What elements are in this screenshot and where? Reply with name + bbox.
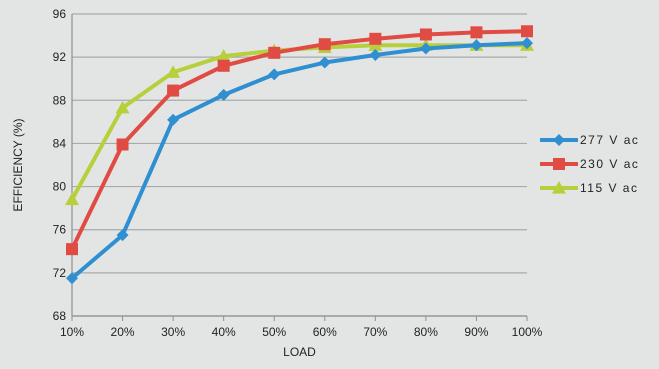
- data-point: [521, 37, 533, 50]
- x-tick-label: 100%: [512, 325, 543, 339]
- x-tick-label: 10%: [60, 325, 84, 339]
- x-tick-label: 90%: [464, 325, 488, 339]
- legend-label: 115 V ac: [580, 181, 638, 195]
- data-point: [217, 59, 230, 72]
- x-tick-label: 70%: [363, 325, 387, 339]
- data-point: [166, 65, 181, 78]
- x-tick-label: 20%: [111, 325, 135, 339]
- data-point: [116, 229, 129, 242]
- legend-marker: [553, 134, 565, 146]
- series-1: [66, 25, 533, 256]
- y-tick-label: 88: [53, 93, 67, 107]
- data-point: [268, 68, 281, 81]
- legend-item-1: 230 V ac: [540, 157, 639, 171]
- grid-layer: [72, 13, 527, 317]
- y-axis-title: EFFICIENCY (%): [11, 118, 25, 211]
- legend-marker: [553, 158, 565, 170]
- legend-item-2: 115 V ac: [540, 181, 638, 195]
- data-point: [115, 100, 130, 114]
- data-point: [66, 272, 78, 285]
- x-axis-title: LOAD: [283, 345, 316, 359]
- data-point: [419, 28, 432, 41]
- x-tick-label: 40%: [212, 325, 236, 339]
- data-point: [419, 42, 432, 55]
- series-0: [66, 37, 533, 285]
- series-layer: [65, 25, 534, 285]
- x-tick-label: 50%: [262, 325, 286, 339]
- y-tick-label: 96: [53, 7, 67, 21]
- y-tick-label: 76: [53, 223, 67, 237]
- data-point: [167, 84, 180, 97]
- data-point: [369, 48, 382, 61]
- data-point: [65, 192, 79, 206]
- data-point: [268, 46, 281, 59]
- legend-label: 277 V ac: [580, 133, 639, 147]
- data-point: [318, 56, 331, 69]
- axis-layer: 68 72 76 80 84 88 92 96 10% 20% 30% 40% 50% 60% 70% 80%…: [53, 7, 543, 339]
- x-tick-label: 30%: [161, 325, 185, 339]
- data-point: [470, 39, 483, 52]
- data-point: [167, 113, 180, 126]
- x-tick-label: 80%: [414, 325, 438, 339]
- y-tick-label: 72: [53, 266, 67, 280]
- legend: 277 V ac 230 V ac 115 V ac: [540, 133, 639, 195]
- data-point: [318, 38, 331, 51]
- data-point: [216, 49, 231, 62]
- data-point: [66, 243, 78, 256]
- data-point: [217, 88, 230, 101]
- data-point: [470, 26, 483, 39]
- y-tick-label: 84: [53, 136, 67, 150]
- data-point: [521, 25, 533, 38]
- series-2: [65, 38, 534, 206]
- legend-marker: [552, 181, 566, 194]
- data-point: [116, 138, 129, 151]
- y-tick-label: 92: [53, 50, 67, 64]
- x-tick-label: 60%: [313, 325, 337, 339]
- data-point: [369, 32, 382, 45]
- y-tick-label: 80: [53, 180, 67, 194]
- y-tick-label: 68: [53, 309, 67, 323]
- legend-label: 230 V ac: [580, 157, 639, 171]
- series-line: [70, 29, 528, 250]
- legend-item-0: 277 V ac: [540, 133, 639, 147]
- series-line: [70, 41, 528, 280]
